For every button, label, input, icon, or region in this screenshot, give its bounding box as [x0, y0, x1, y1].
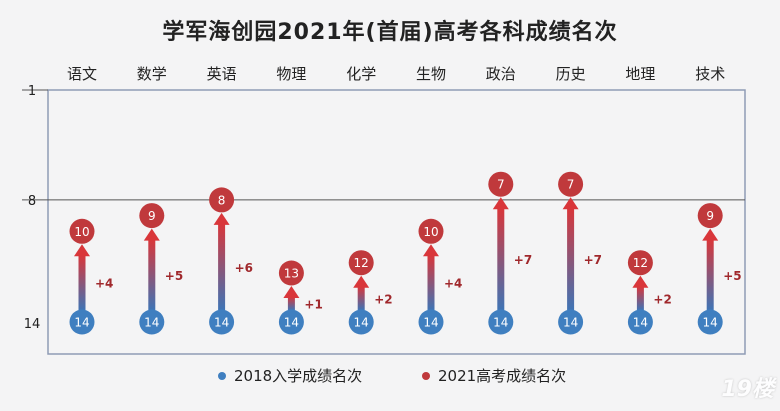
x-tick-label: 生物: [416, 65, 446, 83]
arrow-shaft: [497, 208, 505, 310]
legend-label-2018: 2018入学成绩名次: [234, 367, 362, 385]
start-rank-dot: [697, 309, 723, 335]
start-rank-dot: [69, 309, 95, 335]
chart-title: 学军海创园2021年(首届)高考各科成绩名次: [162, 20, 618, 45]
x-tick-label: 技术: [695, 65, 725, 83]
start-rank-label: 14: [144, 316, 159, 330]
x-tick-label: 语文: [67, 65, 97, 83]
arrow-shaft: [706, 239, 714, 310]
arrow-shaft: [427, 255, 435, 310]
start-rank-dot: [348, 309, 374, 335]
start-rank-label: 14: [74, 316, 89, 330]
x-tick-label: 英语: [207, 65, 237, 83]
arrow-head: [213, 212, 230, 225]
start-rank-dot: [209, 309, 235, 335]
arrow-head: [283, 286, 300, 298]
arrow-shaft: [567, 208, 575, 310]
end-rank-dot: [558, 171, 584, 197]
start-rank-dot: [418, 309, 444, 335]
arrow-shaft: [287, 297, 295, 310]
rank-change-label: +1: [304, 298, 322, 312]
arrow-shaft: [636, 286, 644, 310]
x-tick-label: 数学: [137, 65, 167, 83]
end-rank-label: 10: [423, 225, 438, 239]
rank-change-label: +2: [653, 292, 671, 306]
end-rank-dot: [278, 260, 304, 286]
legend-marker-2018: [218, 372, 226, 380]
rank-change-label: +4: [95, 277, 113, 291]
rank-change-label: +6: [235, 261, 253, 275]
end-rank-dot: [348, 250, 374, 276]
start-rank-dot: [278, 309, 304, 335]
arrow-shaft: [78, 255, 86, 310]
end-rank-dot: [69, 218, 95, 244]
end-rank-label: 8: [218, 193, 226, 207]
start-rank-dot: [627, 309, 653, 335]
arrow-head: [74, 244, 90, 257]
legend-label-2021: 2021高考成绩名次: [438, 367, 566, 385]
start-rank-label: 14: [563, 316, 578, 330]
end-rank-label: 10: [74, 225, 89, 239]
x-tick-label: 地理: [625, 65, 655, 83]
arrow-shaft: [148, 239, 156, 310]
start-rank-label: 14: [214, 316, 229, 330]
y-tick-label: 14: [24, 317, 41, 332]
arrow-head: [492, 197, 509, 210]
start-rank-label: 14: [423, 316, 438, 330]
end-rank-label: 7: [497, 178, 505, 192]
rank-change-label: +5: [723, 269, 741, 283]
watermark-logo: 19楼: [721, 377, 774, 402]
x-tick-label: 历史: [556, 65, 586, 83]
arrow-head: [143, 228, 160, 241]
arrow-head: [562, 197, 579, 210]
start-rank-label: 14: [703, 316, 718, 330]
end-rank-dot: [627, 250, 653, 276]
end-rank-dot: [697, 203, 723, 229]
start-rank-label: 14: [284, 316, 299, 330]
rank-change-label: +7: [584, 253, 602, 267]
start-rank-dot: [139, 309, 165, 335]
end-rank-label: 12: [354, 256, 369, 270]
end-rank-label: 13: [284, 267, 299, 281]
start-rank-label: 14: [633, 316, 648, 330]
arrow-head: [632, 275, 649, 288]
end-rank-label: 12: [633, 256, 648, 270]
end-rank-dot: [139, 203, 165, 229]
y-tick-label: 8: [28, 194, 36, 209]
end-rank-dot: [209, 187, 235, 213]
start-rank-dot: [488, 309, 514, 335]
arrow-head: [423, 244, 439, 257]
rank-change-label: +7: [514, 253, 532, 267]
end-rank-label: 7: [567, 178, 575, 192]
end-rank-label: 9: [148, 209, 156, 223]
legend-marker-2021: [422, 372, 430, 380]
end-rank-dot: [488, 171, 514, 197]
plot-frame: [47, 89, 746, 355]
end-rank-dot: [418, 218, 444, 244]
y-tick-label: 1: [28, 84, 36, 99]
rank-change-label: +5: [165, 269, 183, 283]
arrow-head: [353, 275, 370, 288]
arrow-shaft: [218, 223, 226, 310]
end-rank-label: 9: [706, 209, 714, 223]
arrow-head: [702, 228, 719, 241]
x-tick-label: 物理: [276, 65, 306, 83]
start-rank-dot: [558, 309, 584, 335]
arrow-shaft: [357, 286, 365, 310]
x-tick-label: 政治: [486, 65, 516, 83]
start-rank-label: 14: [493, 316, 508, 330]
x-tick-label: 化学: [346, 65, 376, 83]
rank-change-label: +2: [374, 292, 392, 306]
start-rank-label: 14: [354, 316, 369, 330]
rank-change-label: +4: [444, 277, 462, 291]
